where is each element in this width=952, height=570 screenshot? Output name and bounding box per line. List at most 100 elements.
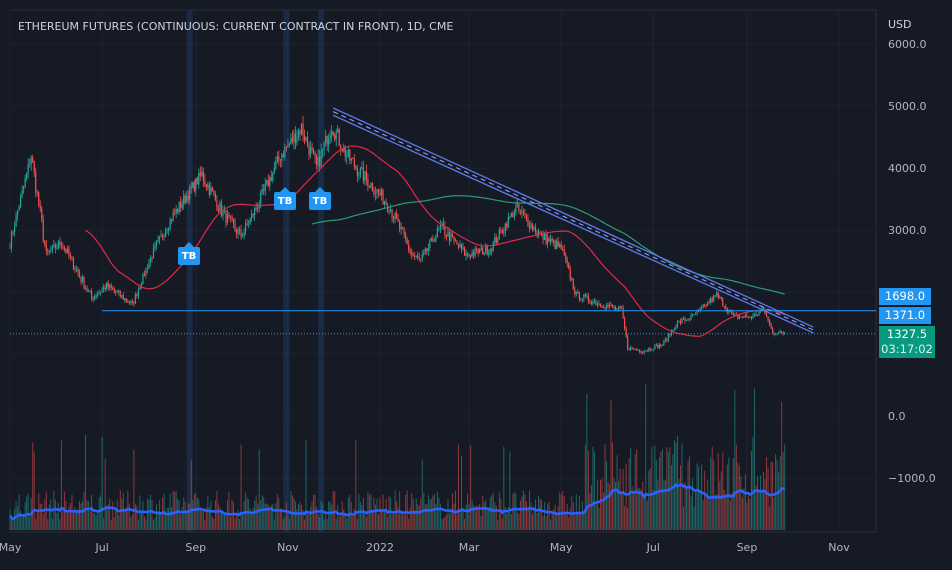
- volume-bar: [441, 518, 443, 530]
- volume-bar: [98, 497, 100, 530]
- volume-bar: [74, 507, 76, 530]
- signal-tb-3[interactable]: TB: [309, 187, 331, 210]
- volume-bar: [649, 467, 651, 530]
- volume-bar: [619, 468, 621, 530]
- volume-bar: [80, 503, 82, 530]
- volume-bar: [702, 500, 704, 530]
- volume-bar: [109, 498, 111, 530]
- candle-body: [776, 333, 778, 335]
- volume-bar: [233, 502, 235, 530]
- candle-body: [666, 339, 668, 341]
- volume-bar: [66, 512, 68, 530]
- candle-body: [208, 184, 210, 196]
- candle-body: [299, 131, 301, 135]
- volume-bar: [522, 490, 524, 530]
- candle-body: [284, 147, 286, 157]
- candle-body: [161, 235, 164, 237]
- candle-body: [36, 192, 38, 194]
- volume-bar: [726, 464, 728, 530]
- volume-bar: [725, 494, 727, 530]
- candle-body: [432, 238, 434, 242]
- candle-body: [772, 328, 774, 334]
- volume-bar: [716, 494, 718, 530]
- volume-bar: [281, 508, 283, 530]
- candle-body: [81, 277, 84, 282]
- volume-bar: [761, 490, 763, 530]
- candle-body: [231, 216, 233, 220]
- candle-body: [130, 301, 132, 304]
- candle-body: [767, 316, 769, 321]
- volume-bar: [42, 514, 44, 530]
- volume-bar: [21, 513, 23, 530]
- candle-body: [690, 315, 692, 320]
- volume-bar: [193, 494, 195, 530]
- volume-bar: [287, 513, 289, 530]
- candle-body: [198, 172, 200, 185]
- volume-bar: [601, 478, 603, 530]
- candle-body: [178, 202, 180, 213]
- candle-body: [519, 210, 522, 213]
- volume-bar: [533, 508, 535, 530]
- candle-body: [325, 136, 327, 143]
- candle-body: [77, 269, 79, 273]
- volume-bar: [744, 473, 746, 530]
- signal-tb-1[interactable]: TB: [178, 242, 200, 265]
- volume-bar: [148, 499, 150, 530]
- candle-body: [676, 321, 679, 327]
- candle-body: [344, 146, 346, 157]
- volume-bar: [747, 495, 749, 530]
- candle-body: [704, 304, 706, 306]
- signal-tb-2[interactable]: TB: [274, 187, 296, 210]
- candle-body: [614, 306, 617, 310]
- volume-bar: [201, 510, 203, 530]
- candle-body: [139, 287, 141, 290]
- candle-body: [556, 241, 558, 250]
- candle-body: [421, 254, 423, 259]
- volume-bar: [202, 510, 204, 530]
- volume-bar: [299, 502, 301, 530]
- volume-bar: [462, 507, 464, 530]
- volume-bar: [187, 503, 189, 530]
- y-tick-label: 4000.0: [888, 162, 927, 175]
- candle-body: [642, 352, 644, 354]
- volume-bar: [168, 507, 170, 530]
- candle-body: [175, 208, 177, 214]
- volume-bar: [237, 510, 239, 530]
- volume-bar: [710, 457, 712, 530]
- volume-bar: [263, 496, 265, 530]
- candle-body: [17, 211, 19, 216]
- volume-bar: [501, 518, 503, 530]
- volume-bar: [51, 518, 53, 530]
- candle-body: [146, 268, 149, 270]
- volume-bar: [376, 498, 378, 530]
- candle-body: [672, 329, 674, 332]
- volume-bar: [344, 514, 346, 530]
- volume-bar: [297, 504, 299, 530]
- volume-bar: [300, 504, 302, 530]
- candle-body: [773, 333, 775, 335]
- volume-bar: [23, 514, 25, 530]
- candle-body: [100, 291, 102, 293]
- candle-body: [199, 172, 201, 176]
- volume-bar: [27, 493, 29, 530]
- candle-body: [705, 304, 707, 306]
- candle-body: [694, 314, 697, 315]
- candle-body: [172, 212, 174, 221]
- volume-bar: [779, 456, 781, 530]
- volume-bar: [495, 506, 497, 530]
- candle-body: [504, 223, 506, 232]
- candle-body: [187, 196, 189, 200]
- candle-body: [524, 213, 526, 216]
- volume-bar: [260, 500, 262, 530]
- candle-body: [368, 186, 371, 188]
- volume-bar: [267, 504, 269, 530]
- candle-body: [145, 269, 147, 276]
- candle-body: [436, 228, 438, 237]
- candle-body: [109, 285, 111, 288]
- candle-body: [225, 210, 227, 223]
- volume-bar: [272, 504, 274, 530]
- candle-body: [581, 299, 583, 300]
- volume-bar: [566, 503, 568, 530]
